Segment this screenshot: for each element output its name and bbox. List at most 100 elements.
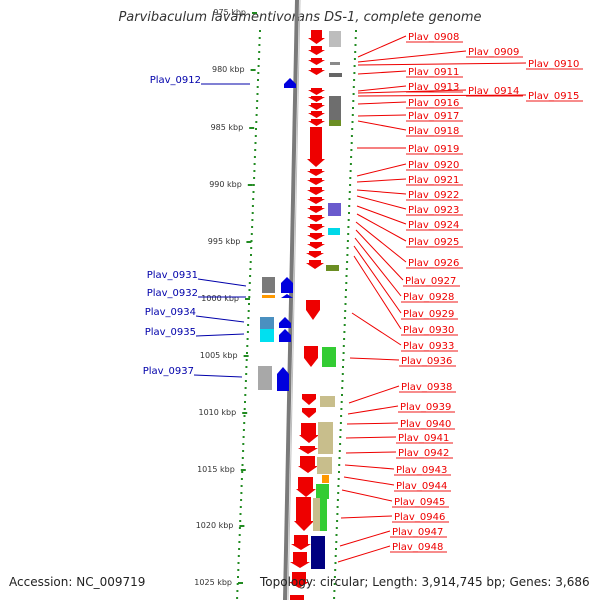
gene-plav-0916[interactable] bbox=[308, 111, 325, 118]
gene-plav-0934[interactable] bbox=[279, 317, 291, 328]
right-gene-label[interactable]: Plav_0941 bbox=[398, 433, 449, 444]
right-gene-label[interactable]: Plav_0943 bbox=[396, 465, 447, 476]
gene-plav-0921[interactable] bbox=[307, 187, 325, 195]
right-leader-line bbox=[357, 50, 467, 63]
gc-dot bbox=[346, 254, 349, 256]
gene-plav-0915[interactable] bbox=[308, 103, 325, 110]
gc-dot bbox=[348, 212, 350, 214]
right-gene-label[interactable]: Plav_0919 bbox=[408, 144, 459, 155]
right-gene-label[interactable]: Plav_0910 bbox=[528, 59, 579, 70]
left-gene-label[interactable]: Plav_0932 bbox=[147, 288, 198, 299]
kbp-tick-label: 990 kbp bbox=[209, 180, 242, 189]
gene-plav-0909[interactable] bbox=[308, 46, 325, 55]
gene-plav-0941[interactable] bbox=[298, 446, 318, 454]
gene-plav-0940[interactable] bbox=[299, 423, 319, 443]
gene-plav-0936[interactable] bbox=[304, 346, 318, 367]
gene-plav-0929[interactable] bbox=[306, 260, 324, 269]
right-gene-label[interactable]: Plav_0936 bbox=[401, 356, 452, 367]
left-gene-label[interactable]: Plav_0935 bbox=[145, 327, 196, 338]
right-gene-label[interactable]: Plav_0925 bbox=[408, 237, 459, 248]
gene-plav-0946[interactable] bbox=[290, 552, 310, 568]
gene-plav-0937[interactable] bbox=[277, 367, 289, 391]
right-gene-label[interactable]: Plav_0946 bbox=[394, 512, 445, 523]
gene-plav-0931[interactable] bbox=[281, 277, 293, 293]
right-gene-label[interactable]: Plav_0916 bbox=[408, 98, 459, 109]
right-gene-label[interactable]: Plav_0938 bbox=[401, 382, 452, 393]
right-gene-label[interactable]: Plav_0915 bbox=[528, 91, 579, 102]
right-gene-label[interactable]: Plav_0923 bbox=[408, 205, 459, 216]
left-gene-label[interactable]: Plav_0937 bbox=[143, 366, 194, 377]
gc-dot bbox=[236, 597, 239, 599]
right-gene-label[interactable]: Plav_0927 bbox=[405, 276, 456, 287]
gene-plav-0925[interactable] bbox=[307, 224, 325, 231]
gene-plav-0942[interactable] bbox=[298, 456, 318, 473]
gene-plav-0935[interactable] bbox=[279, 329, 291, 342]
right-gene-label[interactable]: Plav_0918 bbox=[408, 126, 459, 137]
right-gene-label[interactable]: Plav_0917 bbox=[408, 111, 459, 122]
right-gene-label[interactable]: Plav_0939 bbox=[400, 402, 451, 413]
right-gene-label[interactable]: Plav_0945 bbox=[394, 497, 445, 508]
gene-plav-0933[interactable] bbox=[306, 300, 320, 320]
right-gene-label[interactable]: Plav_0926 bbox=[408, 258, 459, 269]
right-gene-label[interactable]: Plav_0929 bbox=[403, 309, 454, 320]
gc-dot bbox=[245, 366, 248, 368]
right-gene-label[interactable]: Plav_0921 bbox=[408, 175, 459, 186]
kbp-tick-label: 995 kbp bbox=[208, 237, 241, 246]
gc-dot bbox=[355, 30, 357, 32]
gene-plav-0908[interactable] bbox=[308, 30, 325, 44]
gene-plav-0911[interactable] bbox=[308, 68, 325, 75]
gene-plav-0945[interactable] bbox=[291, 535, 311, 550]
right-gene-label[interactable]: Plav_0914 bbox=[468, 86, 519, 97]
right-gene-label[interactable]: Plav_0940 bbox=[400, 419, 451, 430]
right-gene-label[interactable]: Plav_0920 bbox=[408, 160, 459, 171]
gene-plav-0920[interactable] bbox=[307, 178, 325, 185]
gc-dot bbox=[343, 324, 346, 326]
gene-plav-0924[interactable] bbox=[307, 215, 325, 222]
gc-dot bbox=[252, 184, 255, 186]
gene-plav-0939[interactable] bbox=[302, 408, 316, 418]
gene-plav-0923[interactable] bbox=[307, 206, 325, 213]
gene-plav-0919[interactable] bbox=[307, 169, 325, 176]
gene-plav-0943[interactable] bbox=[296, 477, 316, 497]
gc-dot bbox=[246, 345, 249, 347]
right-gene-label[interactable]: Plav_0908 bbox=[408, 32, 459, 43]
gene-plav-0932[interactable] bbox=[281, 294, 293, 298]
left-gene-label[interactable]: Plav_0912 bbox=[150, 75, 201, 86]
right-gene-label[interactable]: Plav_0944 bbox=[396, 481, 447, 492]
gene-plav-0927[interactable] bbox=[307, 242, 325, 249]
right-gene-label[interactable]: Plav_0909 bbox=[468, 47, 519, 58]
right-gene-label[interactable]: Plav_0924 bbox=[408, 220, 459, 231]
right-gene-label[interactable]: Plav_0928 bbox=[403, 292, 454, 303]
right-gene-label[interactable]: Plav_0911 bbox=[408, 67, 459, 78]
right-gene-label[interactable]: Plav_0942 bbox=[398, 448, 449, 459]
gene-plav-0912[interactable] bbox=[284, 78, 296, 88]
gene-plav-0947[interactable] bbox=[289, 572, 309, 588]
right-leader-line bbox=[339, 530, 391, 547]
right-gene-label[interactable]: Plav_0933 bbox=[403, 341, 454, 352]
gc-dot bbox=[333, 583, 336, 585]
gc-dot bbox=[336, 499, 339, 501]
gene-plav-0910[interactable] bbox=[308, 58, 325, 65]
right-gene-label[interactable]: Plav_0947 bbox=[392, 527, 443, 538]
gc-dot bbox=[238, 527, 241, 529]
gene-plav-0938[interactable] bbox=[302, 394, 316, 405]
gene-plav-0922[interactable] bbox=[307, 197, 325, 204]
right-gene-label[interactable]: Plav_0930 bbox=[403, 325, 454, 336]
gene-plav-0918[interactable] bbox=[307, 127, 325, 167]
right-gene-label[interactable]: Plav_0948 bbox=[392, 542, 443, 553]
gene-plav-0928[interactable] bbox=[306, 251, 324, 258]
left-gene-label[interactable]: Plav_0934 bbox=[145, 307, 196, 318]
gc-dot bbox=[242, 429, 245, 431]
right-gene-label[interactable]: Plav_0913 bbox=[408, 82, 459, 93]
gene-plav-0926[interactable] bbox=[307, 233, 325, 240]
gene-plav-0917[interactable] bbox=[308, 119, 325, 126]
right-leader-line bbox=[357, 94, 527, 97]
gene-plav-0944[interactable] bbox=[294, 497, 314, 531]
gene-plav-0913[interactable] bbox=[308, 88, 325, 95]
gene-plav-0948[interactable] bbox=[290, 595, 304, 600]
gc-dot bbox=[337, 478, 340, 480]
right-leader-line bbox=[357, 62, 527, 66]
right-gene-label[interactable]: Plav_0922 bbox=[408, 190, 459, 201]
gene-plav-0914[interactable] bbox=[308, 96, 325, 102]
left-gene-label[interactable]: Plav_0931 bbox=[147, 270, 198, 281]
